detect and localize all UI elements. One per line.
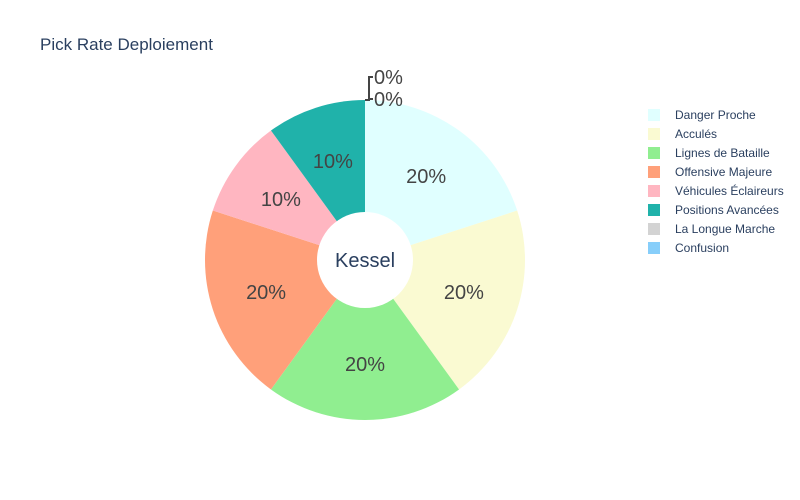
legend-label-la-longue-marche: La Longue Marche — [675, 222, 775, 236]
legend-label-positions-avancees: Positions Avancées — [675, 203, 779, 217]
legend-item-confusion[interactable]: Confusion — [648, 241, 729, 255]
legend-swatch-accules — [648, 128, 660, 140]
legend-swatch-la-longue-marche — [648, 223, 660, 235]
legend-item-vehicules-eclaireurs[interactable]: Véhicules Éclaireurs — [648, 183, 784, 198]
legend-label-offensive-majeure: Offensive Majeure — [675, 165, 772, 179]
legend-label-accules: Acculés — [675, 127, 717, 141]
legend-item-danger-proche[interactable]: Danger Proche — [648, 108, 756, 122]
leader-line-confusion — [365, 98, 373, 101]
legend-item-la-longue-marche[interactable]: La Longue Marche — [648, 222, 775, 236]
slice-label-la-longue-marche: 0% — [374, 67, 403, 89]
legend-label-vehicules-eclaireurs: Véhicules Éclaireurs — [675, 183, 784, 198]
leader-line-la-longue-marche — [365, 76, 373, 101]
legend-swatch-danger-proche — [648, 109, 660, 121]
slice-label-vehicules-eclaireurs: 10% — [261, 189, 301, 211]
legend-label-lignes-de-bataille: Lignes de Bataille — [675, 146, 770, 160]
legend-swatch-positions-avancees — [648, 204, 660, 216]
legend-swatch-lignes-de-bataille — [648, 147, 660, 159]
legend-label-confusion: Confusion — [675, 241, 729, 255]
slice-vehicules-eclaireurs[interactable] — [212, 130, 365, 260]
slice-label-danger-proche: 20% — [406, 166, 446, 188]
legend-swatch-vehicules-eclaireurs — [648, 185, 660, 197]
legend-item-accules[interactable]: Acculés — [648, 127, 717, 141]
legend-swatch-confusion — [648, 242, 660, 254]
slice-lignes-de-bataille[interactable] — [270, 260, 460, 421]
legend-swatch-offensive-majeure — [648, 166, 660, 178]
slice-label-lignes-de-bataille: 20% — [345, 354, 385, 376]
slice-label-positions-avancees: 10% — [313, 151, 353, 173]
legend-item-positions-avancees[interactable]: Positions Avancées — [648, 203, 779, 217]
donut-hole — [317, 212, 413, 308]
pie-labels: 20% 20% 20% 20% 10% 10% 0%0% — [246, 67, 484, 376]
slice-label-confusion: 0% — [374, 89, 403, 111]
legend-item-offensive-majeure[interactable]: Offensive Majeure — [648, 165, 772, 179]
legend: Danger Proche Acculés Lignes de Bataille Of… — [648, 108, 784, 255]
legend-label-danger-proche: Danger Proche — [675, 108, 756, 122]
slice-label-offensive-majeure: 20% — [246, 282, 286, 304]
center-label: Kessel — [335, 250, 395, 272]
slice-danger-proche[interactable] — [365, 100, 518, 260]
slice-label-accules: 20% — [444, 282, 484, 304]
chart-title: Pick Rate Deploiement — [40, 35, 213, 54]
legend-item-lignes-de-bataille[interactable]: Lignes de Bataille — [648, 146, 770, 160]
